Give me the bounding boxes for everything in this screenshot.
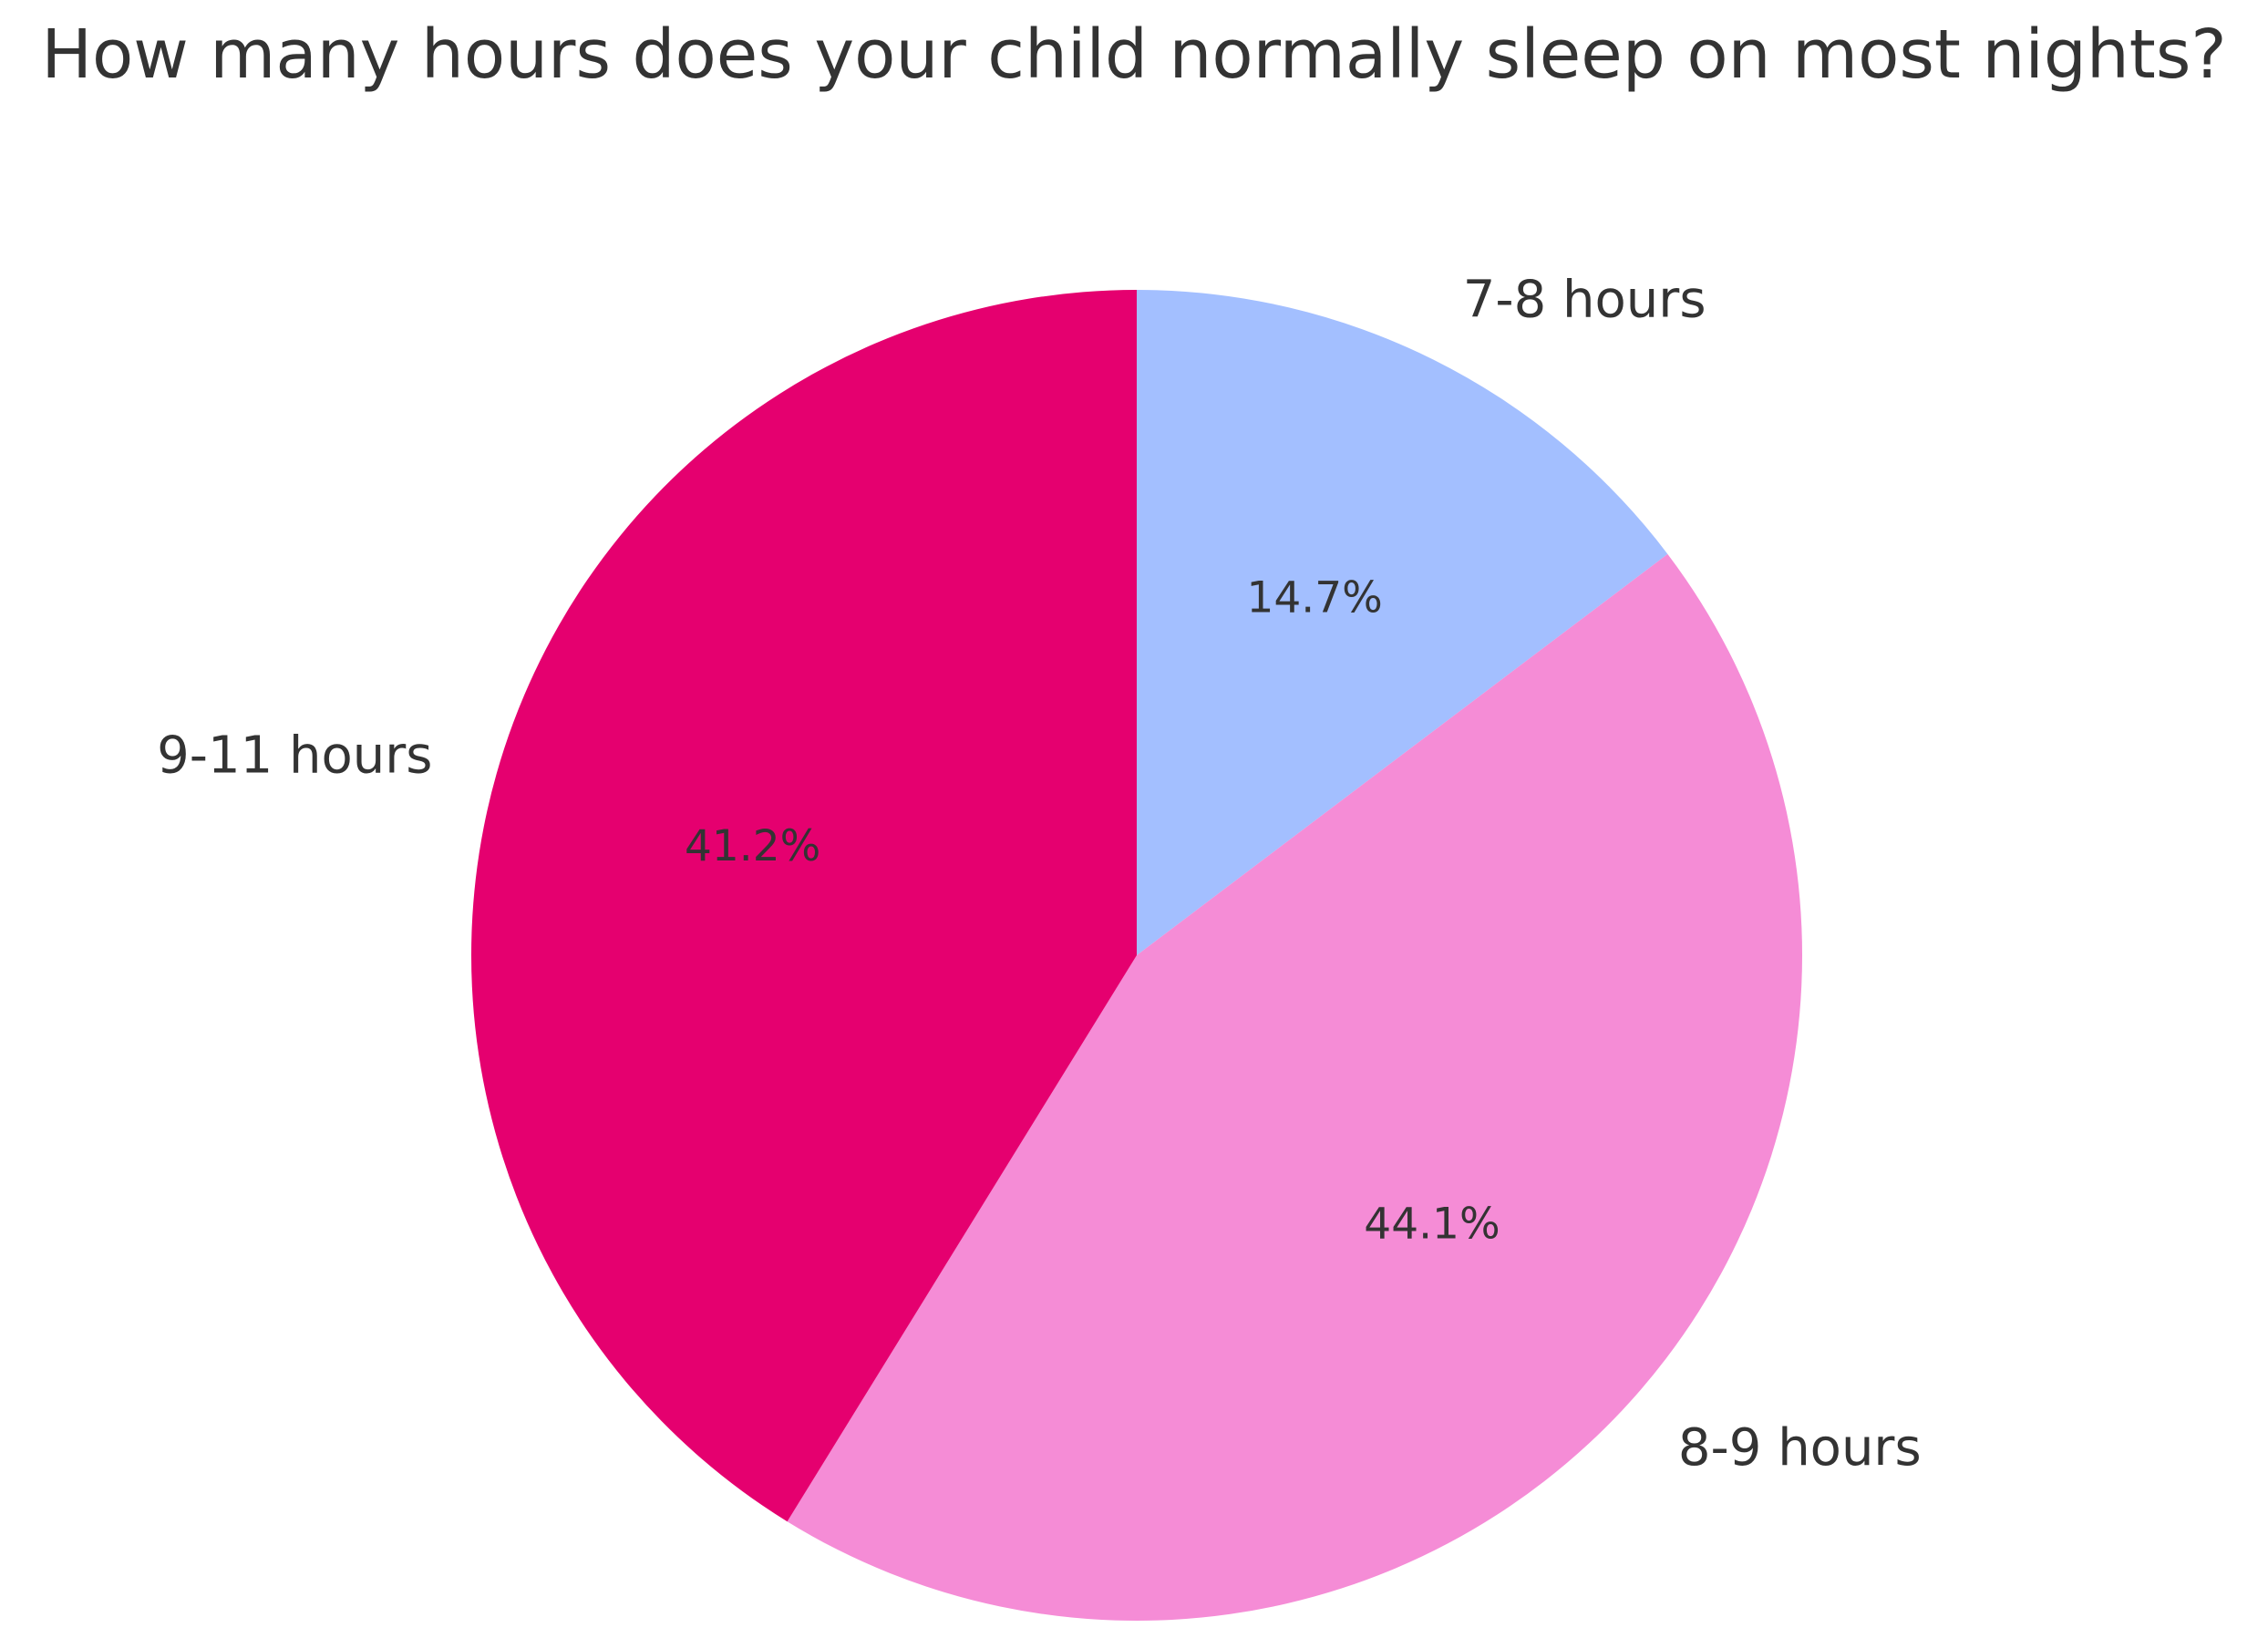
slice-label-9-11-hours: 9-11 hours [157, 726, 432, 785]
slice-label-8-9-hours: 8-9 hours [1678, 1418, 1922, 1478]
chart-title: How many hours does your child normally … [41, 15, 2226, 94]
slice-percent-7-8-hours: 14.7% [1247, 572, 1383, 623]
pie-labels: 7-8 hours 14.7% 8-9 hours 44.1% 9-11 hours 41… [157, 271, 1921, 1478]
slice-percent-9-11-hours: 41.2% [685, 821, 820, 871]
pie-slice-8-9-hours [787, 553, 1802, 1621]
pie-slices [471, 290, 1802, 1621]
slice-label-7-8-hours: 7-8 hours [1463, 271, 1706, 330]
pie-slice-9-11-hours [471, 290, 1137, 1522]
pie-slice-7-8-hours [1137, 290, 1668, 955]
slice-percent-8-9-hours: 44.1% [1364, 1199, 1500, 1249]
